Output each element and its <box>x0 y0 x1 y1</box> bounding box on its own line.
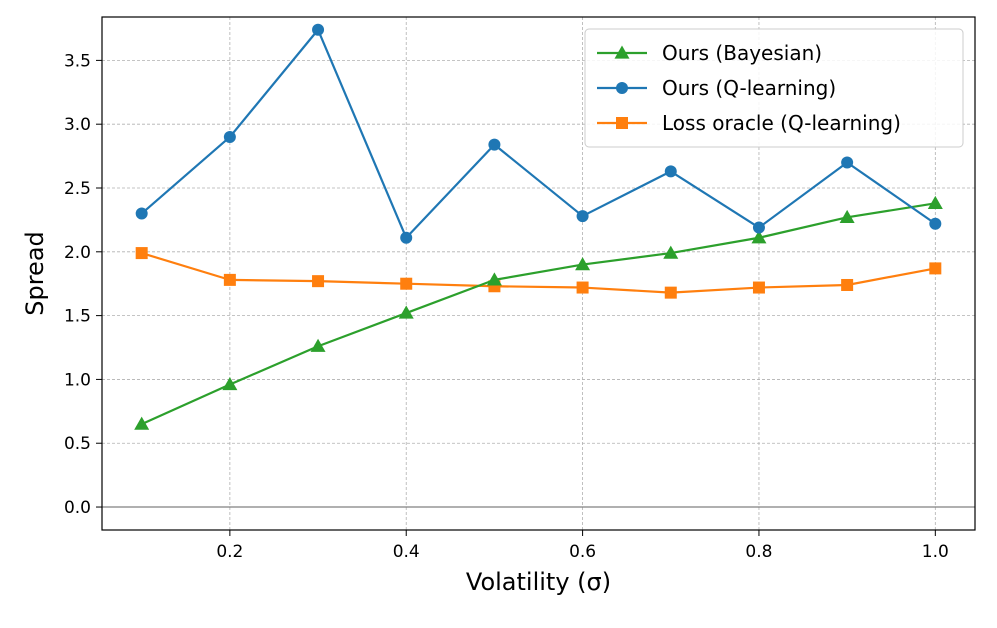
legend-entry: Ours (Q-learning) <box>597 76 836 100</box>
legend-entry: Loss oracle (Q-learning) <box>597 111 901 135</box>
data-point <box>223 273 236 286</box>
data-point <box>135 247 148 260</box>
x-tick-label: 1.0 <box>922 542 949 562</box>
series-group <box>134 23 943 430</box>
data-point <box>841 278 854 291</box>
data-point <box>486 272 502 286</box>
y-axis-label: Spread <box>21 231 49 316</box>
data-point <box>312 275 325 288</box>
data-point <box>223 130 236 143</box>
y-tick-label: 0.0 <box>64 498 91 518</box>
legend-marker <box>616 82 628 94</box>
data-point <box>927 195 943 209</box>
series-line <box>140 28 936 239</box>
series-ours-bayesian <box>134 195 943 430</box>
y-tick-label: 2.0 <box>64 243 91 263</box>
legend-label: Ours (Q-learning) <box>662 76 836 100</box>
data-point <box>839 209 855 223</box>
y-tick-label: 3.0 <box>64 115 91 135</box>
series-loss-oracle-q-learning <box>135 247 942 299</box>
x-tick-label: 0.2 <box>216 542 243 562</box>
data-point <box>576 210 589 223</box>
series-ours-q-learning <box>135 23 942 244</box>
series-line <box>141 202 936 426</box>
y-tick-label: 3.5 <box>64 51 91 71</box>
data-point <box>752 281 765 294</box>
data-point <box>400 231 413 244</box>
data-point <box>929 217 942 230</box>
data-point <box>488 138 501 151</box>
data-point <box>663 245 679 259</box>
legend-box <box>584 28 964 148</box>
data-point <box>664 286 677 299</box>
x-tick-label: 0.6 <box>569 542 596 562</box>
data-point <box>134 416 150 430</box>
legend-marker <box>616 117 628 129</box>
data-point <box>312 23 325 36</box>
x-tick-label: 0.8 <box>745 542 772 562</box>
axis-ticks: 0.2 0.4 0.6 0.8 1.0 0.0 0.5 1.0 1.5 2.0 2.5 3.0 3.5 <box>64 51 949 562</box>
legend-marker <box>614 45 630 59</box>
x-tick-label: 0.4 <box>393 542 420 562</box>
y-tick-label: 1.0 <box>64 370 91 390</box>
data-point <box>222 377 238 391</box>
y-tick-label: 2.5 <box>64 179 91 199</box>
plot-area-frame <box>101 16 976 531</box>
data-point <box>751 230 767 244</box>
data-point <box>310 338 326 352</box>
data-point <box>575 257 591 271</box>
data-point <box>929 262 942 275</box>
data-point <box>752 221 765 234</box>
legend-entry: Ours (Bayesian) <box>597 41 822 65</box>
y-tick-label: 0.5 <box>64 434 91 454</box>
legend-label: Loss oracle (Q-learning) <box>662 111 901 135</box>
legend: Ours (Bayesian) Ours (Q-learning) Loss ora… <box>584 28 964 148</box>
data-point <box>664 165 677 178</box>
data-point <box>135 207 148 220</box>
y-tick-label: 1.5 <box>64 307 91 327</box>
data-point <box>400 277 413 290</box>
data-point <box>398 305 414 319</box>
data-point <box>576 281 589 294</box>
series-line <box>141 252 936 294</box>
legend-label: Ours (Bayesian) <box>662 41 822 65</box>
data-point <box>841 156 854 169</box>
x-axis-label: Volatility (σ) <box>466 568 611 596</box>
